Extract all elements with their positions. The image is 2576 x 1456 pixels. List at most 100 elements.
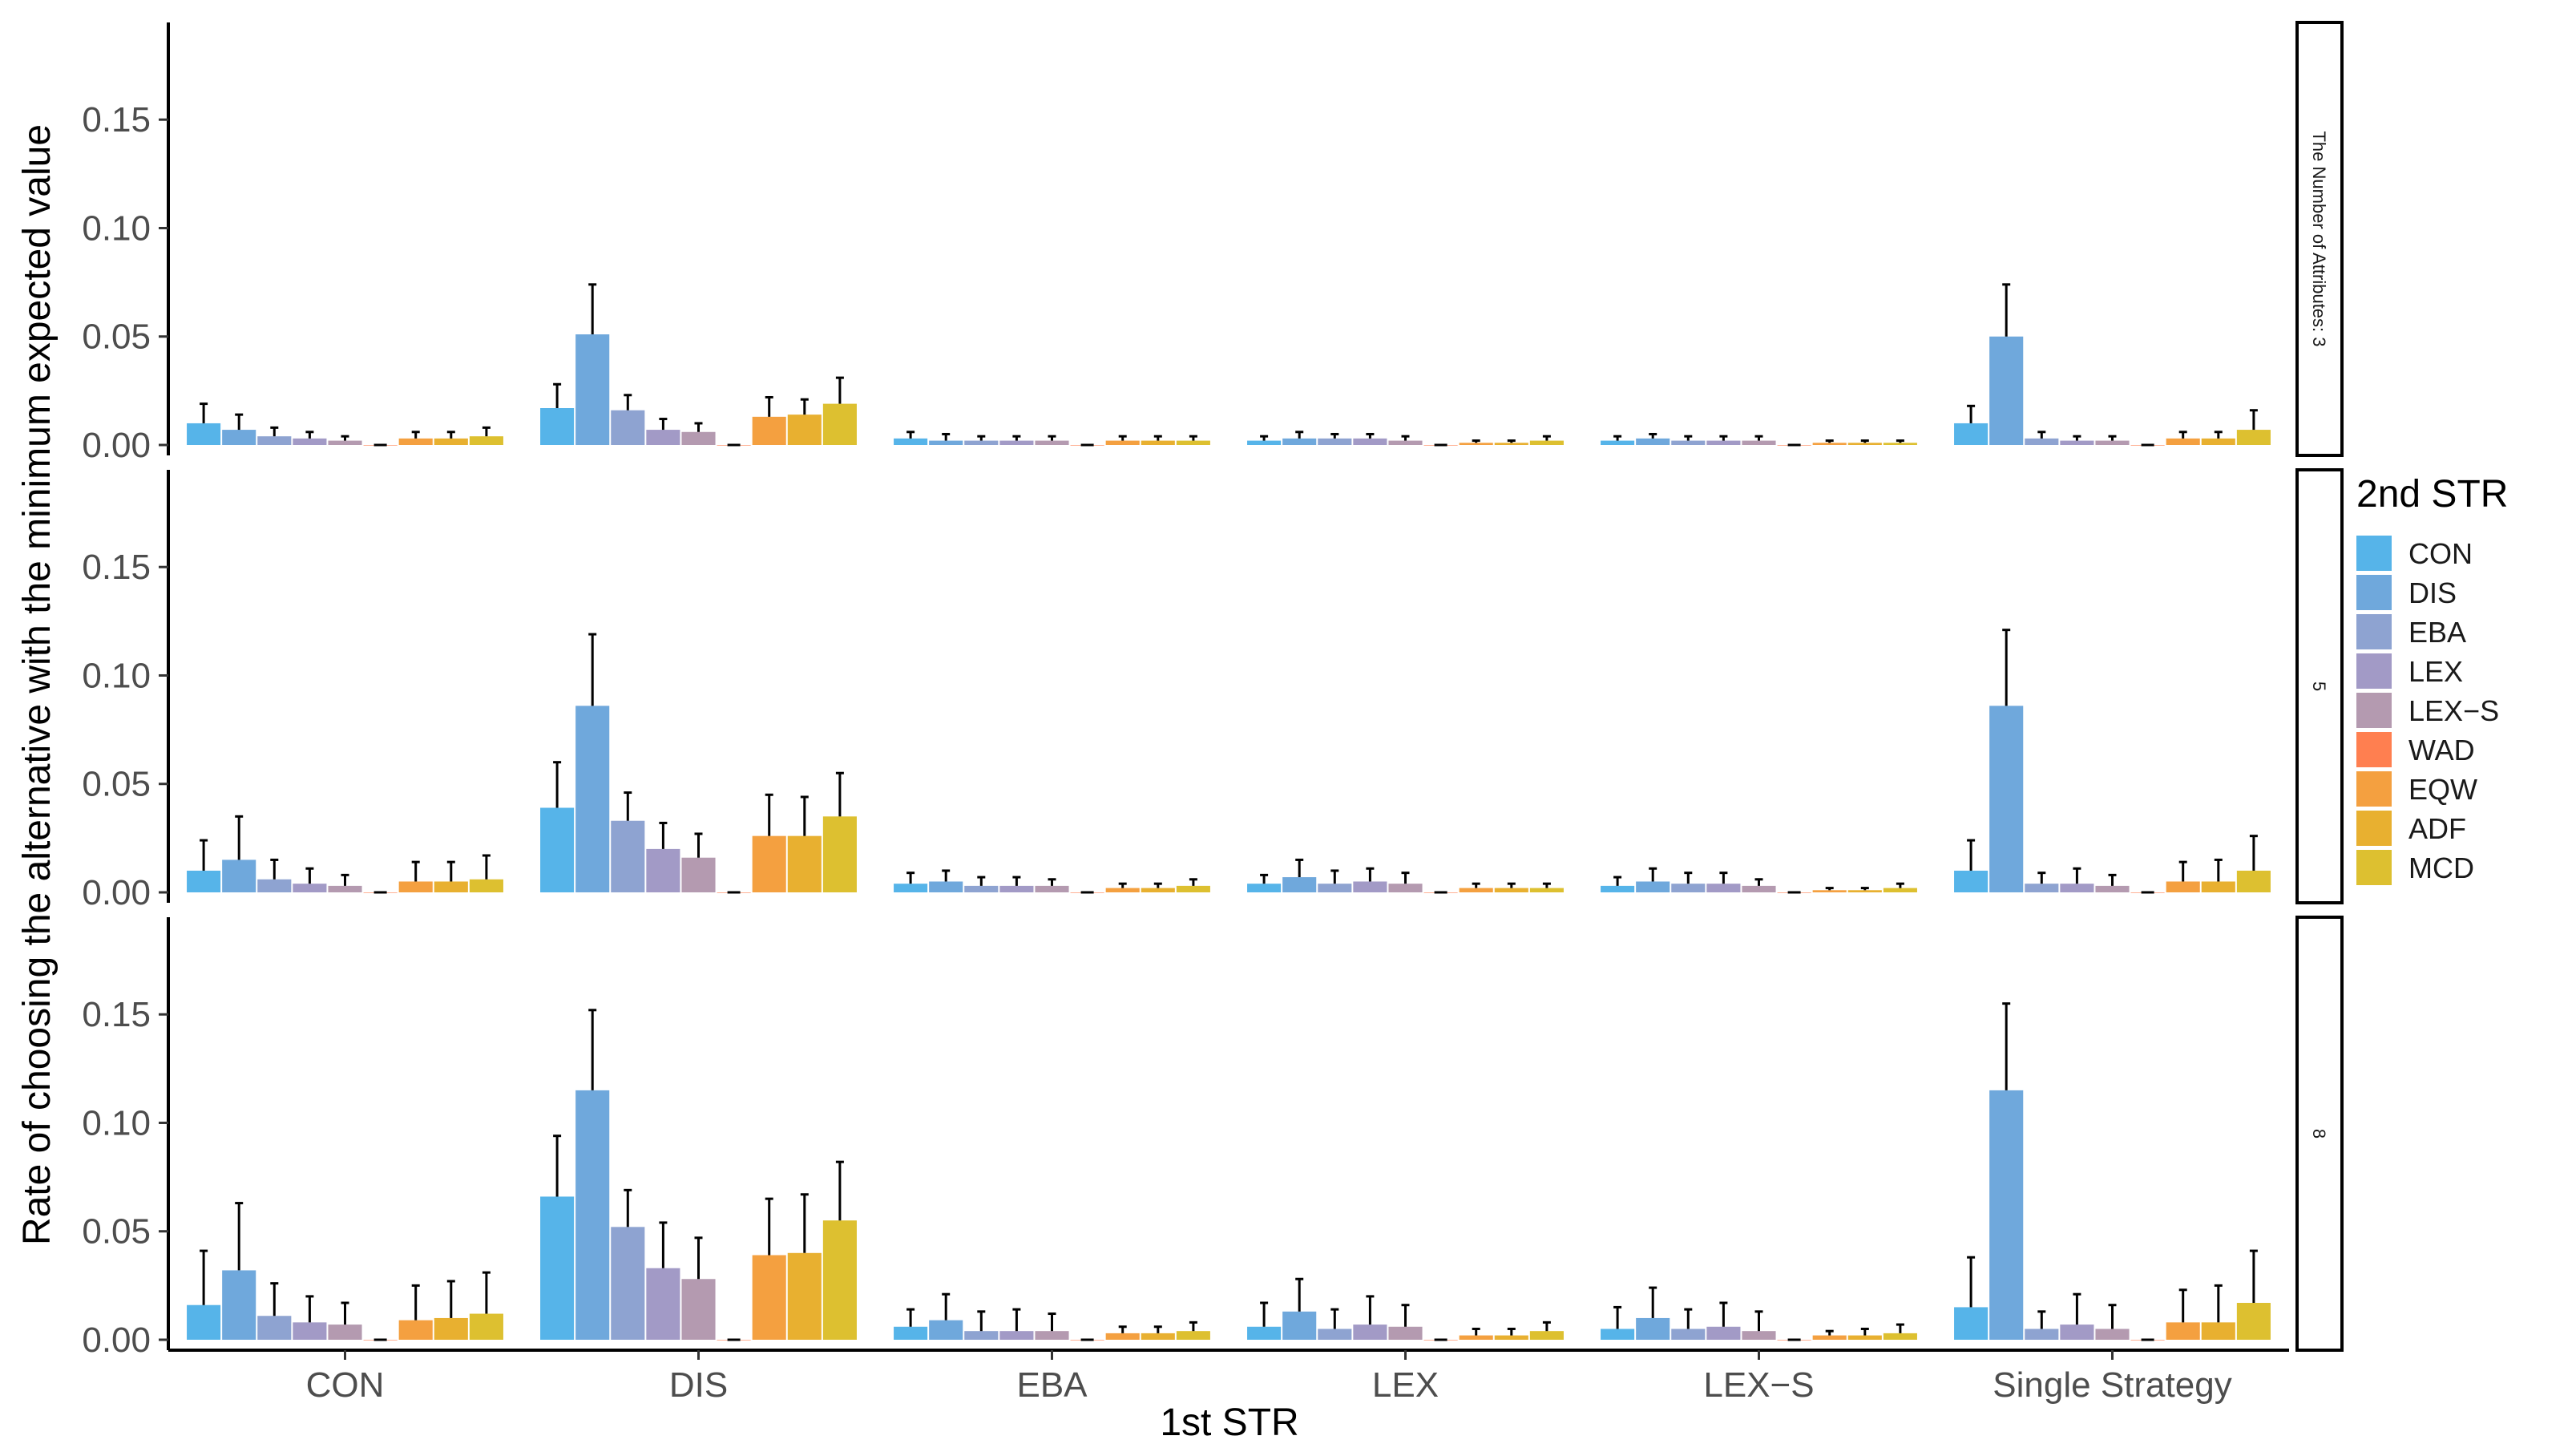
bar: [999, 885, 1034, 892]
bar: [1529, 440, 1564, 445]
bar: [1601, 1329, 1635, 1340]
legend-swatch: [2356, 771, 2392, 807]
bar: [1141, 888, 1175, 892]
y-tick-label: 0.00: [82, 1321, 151, 1360]
bar: [2025, 884, 2059, 892]
bar: [752, 416, 786, 445]
legend-swatch: [2356, 614, 2392, 649]
legend-item: LEX: [2356, 653, 2463, 689]
bar: [2201, 438, 2235, 445]
bar: [1706, 440, 1741, 445]
bar: [540, 1196, 575, 1340]
bar: [681, 1279, 716, 1340]
bar: [1812, 1335, 1847, 1340]
bar: [575, 1090, 610, 1340]
bar: [2201, 881, 2235, 892]
bar: [1601, 440, 1635, 445]
bar: [293, 884, 327, 892]
bar: [1459, 888, 1493, 892]
bar: [257, 436, 292, 445]
bar: [434, 881, 468, 892]
legend-label: ADF: [2408, 812, 2466, 845]
bar: [2166, 438, 2200, 445]
bar: [1989, 706, 2024, 892]
category-group: [540, 1009, 857, 1341]
legend-item: ADF: [2356, 811, 2466, 846]
x-axis-title: 1st STR: [1160, 1401, 1298, 1444]
legend-item: LEX−S: [2356, 693, 2499, 728]
y-tick-label: 0.05: [82, 765, 151, 804]
bar: [1176, 885, 1210, 892]
bar: [1388, 884, 1423, 892]
bar: [1459, 1335, 1493, 1340]
bar: [1847, 443, 1882, 445]
bar: [1176, 440, 1210, 445]
bar: [999, 440, 1034, 445]
facet-strip-label: 8: [2309, 1129, 2329, 1139]
axes-layer: 0.00 0.05 0.10 0.15 The Number of Attributes…: [82, 21, 2344, 1405]
legend-swatch: [2356, 732, 2392, 767]
bar: [2060, 884, 2094, 892]
bar: [1529, 888, 1564, 892]
legend-item: DIS: [2356, 575, 2457, 610]
bar: [1706, 1326, 1741, 1340]
bar: [1353, 881, 1387, 892]
facet-strip: [2295, 21, 2344, 457]
bar: [1989, 1090, 2024, 1340]
category-group: [540, 283, 857, 447]
bar: [434, 1317, 468, 1340]
x-tick-label: Single Strategy: [1993, 1365, 2231, 1405]
bar: [787, 835, 822, 892]
bar: [929, 881, 963, 892]
legend-item: EQW: [2356, 771, 2477, 807]
bar: [328, 1325, 362, 1340]
bar: [646, 1268, 680, 1340]
panel-3: [187, 1002, 2271, 1341]
bar: [1105, 440, 1140, 445]
bar: [1388, 440, 1423, 445]
legend-label: DIS: [2408, 576, 2457, 609]
bar: [2095, 885, 2130, 892]
bar: [2025, 1329, 2059, 1340]
bar: [1671, 440, 1706, 445]
bar: [752, 1255, 786, 1340]
bar: [575, 706, 610, 892]
bar: [398, 1320, 433, 1340]
bar: [964, 440, 999, 445]
legend-label: EQW: [2408, 773, 2477, 806]
bar: [1529, 1331, 1564, 1340]
bar: [1459, 443, 1493, 445]
category-group: [1601, 1286, 1917, 1341]
bar: [1247, 440, 1282, 445]
bar: [540, 807, 575, 892]
bar: [894, 884, 928, 892]
legend-swatch: [2356, 653, 2392, 689]
category-group: [1247, 1277, 1564, 1341]
bar: [1742, 1331, 1776, 1340]
legend-swatch: [2356, 811, 2392, 846]
bar: [1247, 1326, 1282, 1340]
bar: [681, 857, 716, 892]
y-tick-label: 0.10: [82, 1103, 151, 1143]
bar: [646, 430, 680, 445]
bar: [540, 408, 575, 445]
bar: [328, 885, 362, 892]
bar: [1388, 1326, 1423, 1340]
y-tick-label: 0.10: [82, 656, 151, 695]
legend-swatch: [2356, 575, 2392, 610]
bar: [964, 885, 999, 892]
bar: [257, 1316, 292, 1340]
legend-item: CON: [2356, 536, 2473, 571]
bar: [611, 410, 645, 445]
bar: [469, 1313, 503, 1340]
bar: [469, 436, 503, 445]
bar: [1636, 881, 1670, 892]
bar: [222, 430, 256, 445]
bar: [1105, 888, 1140, 892]
bar: [398, 438, 433, 445]
bar: [1247, 884, 1282, 892]
legend-title: 2nd STR: [2356, 473, 2508, 516]
x-tick-label: DIS: [669, 1365, 728, 1405]
bar: [1035, 1331, 1069, 1340]
